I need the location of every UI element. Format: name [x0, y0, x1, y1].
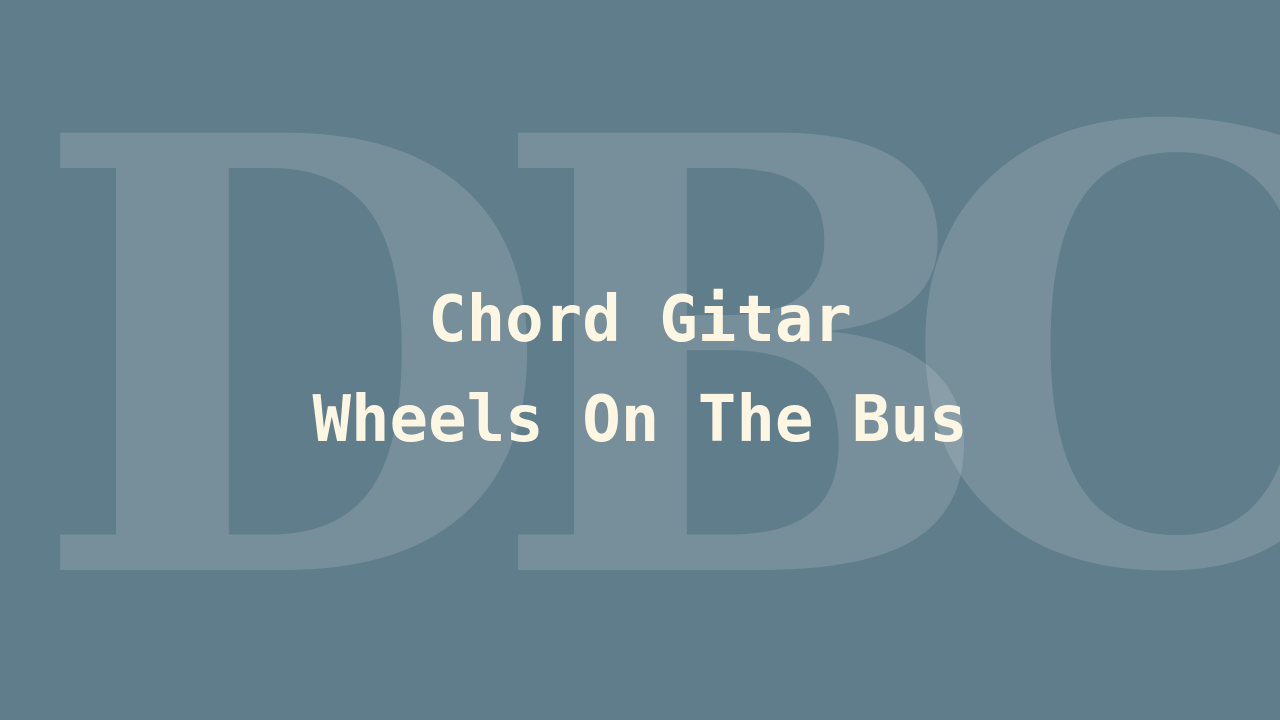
title-line-2: Wheels On The Bus [312, 383, 968, 457]
watermark-letter-d: D [32, 7, 553, 712]
title-block: Chord Gitar Wheels On The Bus [0, 270, 1280, 470]
watermark-letter-b: B [490, 7, 998, 712]
watermark-letter-c: C [900, 0, 1280, 704]
title-line-1: Chord Gitar [428, 283, 852, 357]
